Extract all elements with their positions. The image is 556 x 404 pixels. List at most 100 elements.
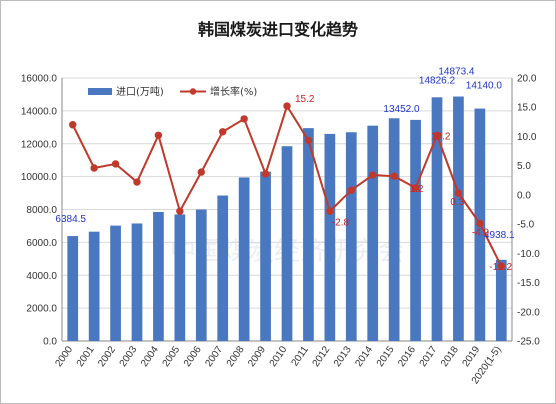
bar [260, 171, 271, 341]
legend-swatch-bar [88, 88, 112, 95]
bar-data-label: 14826.2 [419, 75, 456, 86]
bar [131, 223, 143, 341]
x-tick-label: 2016 [396, 344, 418, 369]
x-tick-label: 2006 [182, 344, 204, 369]
x-tick-label: 2013 [332, 344, 354, 369]
right-tick-label: -20.0 [517, 307, 540, 318]
line-point [454, 189, 463, 197]
line-point [390, 172, 398, 180]
line-point [240, 115, 248, 123]
right-tick-label: -10.0 [517, 249, 540, 260]
right-tick-label: 0.0 [517, 190, 531, 201]
left-tick-label: 12000.0 [21, 139, 58, 150]
line-data-label: 15.2 [295, 94, 315, 105]
bar-data-label: 6384.5 [55, 214, 86, 225]
line-data-label: 1.2 [410, 184, 424, 195]
bar-data-label: 14873.4 [438, 67, 475, 78]
x-tick-label: 2011 [290, 344, 312, 368]
legend-label-bar: 进口(万吨) [116, 85, 164, 98]
bar [110, 225, 121, 341]
bar [303, 128, 314, 341]
left-tick-label: 14000.0 [21, 106, 58, 117]
line-point [476, 219, 484, 228]
line-point [154, 131, 163, 139]
line-data-label: 0.3 [450, 197, 464, 208]
line-point [326, 207, 334, 215]
right-tick-label: 20.0 [517, 74, 537, 85]
bar [324, 133, 336, 341]
x-tick-label: 2017 [418, 344, 440, 369]
line-data-label: -12.2 [489, 262, 512, 273]
line-point [197, 168, 205, 176]
line-point [111, 160, 120, 168]
bar [281, 146, 293, 341]
right-tick-label: -5.0 [517, 220, 535, 231]
x-tick-label: 2010 [268, 344, 290, 369]
line-point [176, 207, 184, 215]
chart-title: 韩国煤炭进口变化趋势 [197, 20, 358, 39]
line-point [283, 102, 291, 110]
line-point [369, 171, 377, 179]
left-tick-label: 8000.0 [26, 205, 57, 216]
legend-swatch-marker [189, 88, 197, 95]
line-data-label: -4.9 [472, 228, 490, 239]
bar [153, 211, 164, 341]
right-tick-label: -25.0 [517, 337, 540, 348]
bar [453, 96, 464, 341]
left-tick-label: 10000.0 [21, 172, 58, 183]
line-point [411, 184, 420, 192]
line-point [219, 128, 227, 136]
line-point [304, 136, 313, 145]
line-point [69, 121, 77, 129]
bar-data-label: 4938.1 [484, 230, 515, 241]
x-tick-label: 2014 [353, 344, 375, 369]
bar [431, 97, 443, 341]
right-tick-label: 15.0 [517, 103, 537, 114]
right-tick-label: 10.0 [517, 132, 537, 143]
bar [174, 214, 186, 341]
x-tick-label: 2009 [246, 344, 268, 369]
line-point [133, 178, 141, 186]
line-point [497, 262, 505, 270]
bar [388, 118, 400, 341]
x-tick-label: 2015 [375, 344, 397, 369]
bar [410, 119, 421, 341]
line-point [261, 170, 270, 178]
left-tick-label: 6000.0 [26, 238, 57, 249]
x-tick-label: 2002 [96, 344, 118, 369]
bar [67, 236, 79, 341]
bar [217, 195, 229, 341]
bar [88, 231, 100, 341]
line-point [433, 131, 441, 139]
line-data-label: -2.8 [332, 217, 350, 228]
line-data-label: 10.2 [431, 131, 451, 142]
x-tick-label: 2000 [53, 344, 75, 369]
x-tick-label: 2003 [118, 344, 140, 369]
bar [238, 177, 250, 341]
x-tick-label: 2004 [139, 344, 161, 369]
legend-label-line: 增长率(%) [210, 85, 257, 98]
left-tick-label: 4000.0 [26, 271, 57, 282]
left-tick-label: 0.0 [43, 337, 57, 348]
x-tick-label: 2005 [161, 344, 183, 369]
x-tick-label: 2007 [203, 344, 225, 369]
bar-data-label: 14140.0 [466, 81, 503, 92]
bar [345, 132, 357, 341]
left-tick-label: 2000.0 [26, 304, 57, 315]
right-tick-label: 5.0 [517, 161, 531, 172]
x-tick-label: 2008 [225, 344, 247, 369]
right-tick-label: -15.0 [517, 278, 540, 289]
line-point [90, 164, 98, 172]
bar-data-label: 13452.0 [383, 104, 420, 115]
bar [367, 125, 379, 341]
line-point [347, 186, 355, 194]
left-tick-label: 16000.0 [21, 74, 58, 85]
x-tick-label: 2018 [439, 344, 461, 369]
bar [195, 209, 207, 341]
x-tick-label: 2001 [75, 344, 97, 369]
x-tick-label: 2012 [311, 344, 333, 369]
bar [495, 259, 507, 341]
